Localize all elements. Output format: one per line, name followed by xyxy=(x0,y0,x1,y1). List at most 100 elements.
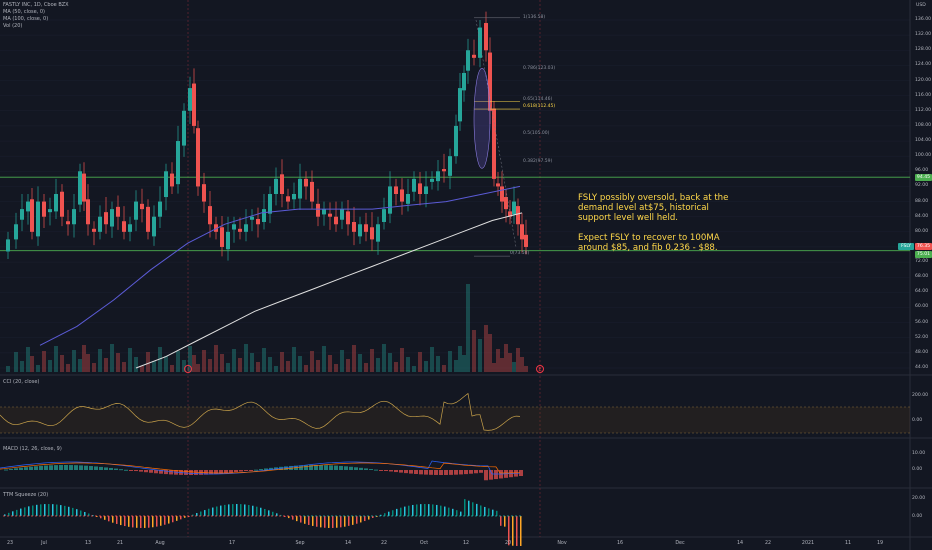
macd-histogram-bar xyxy=(419,470,423,475)
macd-label[interactable]: MACD (12, 26, close, 9) xyxy=(3,446,62,452)
macd-histogram-bar xyxy=(214,470,218,475)
time-tick-label: 22 xyxy=(380,541,388,546)
candle-body xyxy=(226,231,230,250)
ttm-histogram-bar xyxy=(464,499,466,516)
macd-histogram-bar xyxy=(489,470,493,480)
ttm-histogram-bar xyxy=(132,516,134,528)
macd-histogram-bar xyxy=(244,470,248,471)
ttm-histogram-bar xyxy=(316,516,318,527)
macd-histogram-bar xyxy=(299,465,303,470)
candle-body xyxy=(72,209,76,225)
ttm-histogram-bar xyxy=(152,516,154,528)
ttm-squeeze-dot xyxy=(455,515,457,517)
volume-bar xyxy=(268,357,272,372)
ttm-squeeze-dot xyxy=(179,515,181,517)
ttm-squeeze-dot xyxy=(463,515,465,517)
macd-histogram-bar xyxy=(464,470,468,475)
ttm-histogram-bar xyxy=(172,516,174,523)
legend-volume[interactable]: Vol (20) xyxy=(3,23,23,29)
time-tick-label: Aug xyxy=(155,541,165,546)
ttm-squeeze-dot xyxy=(515,515,517,517)
volume-bar xyxy=(340,350,344,372)
candle-body xyxy=(492,108,496,179)
candle-body xyxy=(334,216,338,225)
macd-histogram-bar xyxy=(369,469,373,471)
macd-histogram-bar xyxy=(334,465,338,470)
macd-histogram-bar xyxy=(364,468,368,470)
volume-bar xyxy=(508,353,512,372)
macd-histogram-bar xyxy=(384,470,388,471)
macd-histogram-bar xyxy=(389,470,393,472)
ttm-squeeze-dot xyxy=(467,515,469,517)
candle-body xyxy=(292,194,296,200)
ttm-histogram-bar xyxy=(88,513,90,516)
ttm-histogram-bar xyxy=(256,506,258,516)
volume-bar xyxy=(14,352,18,372)
price-tick-label: 104.00 xyxy=(915,138,932,144)
ttm-squeeze-dot xyxy=(399,515,401,517)
cci-label[interactable]: CCI (20, close) xyxy=(3,379,40,385)
price-tag-last: 76.35 xyxy=(915,243,932,250)
ttm-label[interactable]: TTM Squeeze (20) xyxy=(3,492,49,498)
ttm-histogram-bar xyxy=(488,508,490,516)
ttm-histogram-bar xyxy=(380,514,382,516)
macd-histogram-bar xyxy=(309,465,313,470)
ttm-histogram-bar xyxy=(328,516,330,528)
ttm-squeeze-dot xyxy=(439,515,441,517)
ttm-squeeze-dot xyxy=(183,515,185,517)
earnings-flag-icon[interactable]: I xyxy=(184,365,192,373)
cci-band xyxy=(0,407,910,433)
candle-body xyxy=(42,201,46,217)
candle-body xyxy=(66,221,70,225)
macd-histogram-bar xyxy=(159,470,163,474)
macd-histogram-bar xyxy=(124,469,128,471)
ttm-squeeze-dot xyxy=(31,515,33,517)
macd-histogram-bar xyxy=(94,466,98,470)
ttm-squeeze-dot xyxy=(483,515,485,517)
ttm-histogram-bar xyxy=(400,507,402,516)
volume-bar xyxy=(504,344,508,372)
currency-label: USD xyxy=(916,3,926,8)
volume-bar xyxy=(524,366,528,372)
ttm-squeeze-dot xyxy=(271,515,273,517)
macd-histogram-bar xyxy=(34,466,38,470)
macd-histogram-bar xyxy=(484,470,488,481)
macd-histogram-bar xyxy=(454,470,458,475)
ttm-histogram-bar xyxy=(472,502,474,516)
price-tick-label: 132.00 xyxy=(915,32,932,38)
volume-bar xyxy=(418,352,422,372)
volume-bar xyxy=(436,356,440,372)
candle-body xyxy=(458,88,462,122)
ttm-histogram-bar xyxy=(260,507,262,516)
macd-histogram-bar xyxy=(104,467,108,470)
ttm-histogram-bar xyxy=(208,508,210,516)
earnings-flag-icon[interactable]: E xyxy=(536,365,544,373)
ttm-squeeze-dot xyxy=(51,515,53,517)
ttm-histogram-bar xyxy=(28,506,30,516)
volume-bar xyxy=(60,355,64,372)
candle-body xyxy=(280,174,284,194)
time-tick-label: 2021 xyxy=(801,541,815,546)
macd-histogram-bar xyxy=(9,468,13,470)
legend-ma50[interactable]: MA (50, close, 0) xyxy=(3,9,46,15)
volume-bar xyxy=(394,362,398,372)
ttm-squeeze-dot xyxy=(127,515,129,517)
ttm-squeeze-dot xyxy=(63,515,65,517)
macd-histogram-bar xyxy=(324,465,328,470)
ttm-squeeze-dot xyxy=(371,515,373,517)
ttm-squeeze-dot xyxy=(299,515,301,517)
volume-bar xyxy=(454,360,458,372)
candle-body xyxy=(328,213,332,217)
macd-histogram-bar xyxy=(319,465,323,470)
macd-histogram-bar xyxy=(424,470,428,475)
candle-body xyxy=(478,27,482,58)
ttm-squeeze-dot xyxy=(427,515,429,517)
legend-ma100[interactable]: MA (100, close, 0) xyxy=(3,16,49,22)
ttm-histogram-bar xyxy=(156,516,158,527)
candle-body xyxy=(352,221,356,232)
candle-body xyxy=(60,191,64,217)
ttm-histogram-bar xyxy=(296,516,298,522)
ttm-squeeze-dot xyxy=(79,515,81,517)
symbol-title: FASTLY INC, 1D, Cboe BZX xyxy=(3,2,69,8)
